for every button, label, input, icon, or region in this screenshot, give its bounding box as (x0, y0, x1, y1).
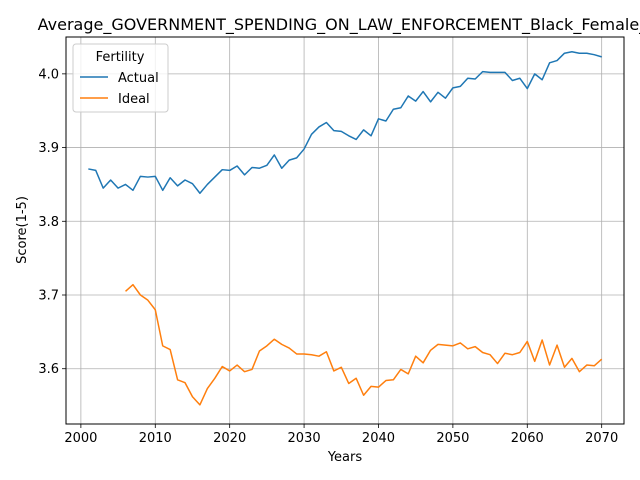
x-tick-label: 2000 (64, 431, 97, 446)
series-layer (88, 50, 603, 406)
chart-title: Average_GOVERNMENT_SPENDING_ON_LAW_ENFOR… (38, 15, 640, 35)
y-axis-label: Score(1-5) (15, 196, 30, 264)
x-tick-label: 2020 (213, 431, 246, 446)
x-tick-label: 2070 (585, 431, 618, 446)
series-line-ideal (125, 283, 603, 406)
legend-label-actual: Actual (118, 71, 159, 86)
y-tick-label: 3.7 (38, 289, 59, 304)
y-tick-label: 3.8 (38, 215, 59, 230)
x-tick-label: 2060 (511, 431, 544, 446)
y-tick-label: 3.6 (38, 362, 59, 377)
legend-title: Fertility (96, 50, 145, 65)
x-tick-label: 2040 (362, 431, 395, 446)
x-axis-label: Years (327, 450, 363, 465)
legend: Fertility Actual Ideal (72, 43, 169, 113)
series-line-actual (88, 50, 602, 195)
y-tick-label: 4.0 (38, 67, 59, 82)
y-tick-label: 3.9 (38, 141, 59, 156)
legend-label-ideal: Ideal (118, 92, 150, 107)
x-tick-label: 2030 (288, 431, 321, 446)
x-tick-label: 2050 (436, 431, 469, 446)
plot-frame (65, 36, 625, 425)
legend-box (72, 43, 169, 113)
x-tick-label: 2010 (139, 431, 172, 446)
x-axis: 2000 2010 2020 2030 2040 2050 2060 2070 (64, 424, 618, 446)
grid (66, 37, 624, 424)
y-axis: 3.6 3.7 3.8 3.9 4.0 (38, 67, 66, 377)
